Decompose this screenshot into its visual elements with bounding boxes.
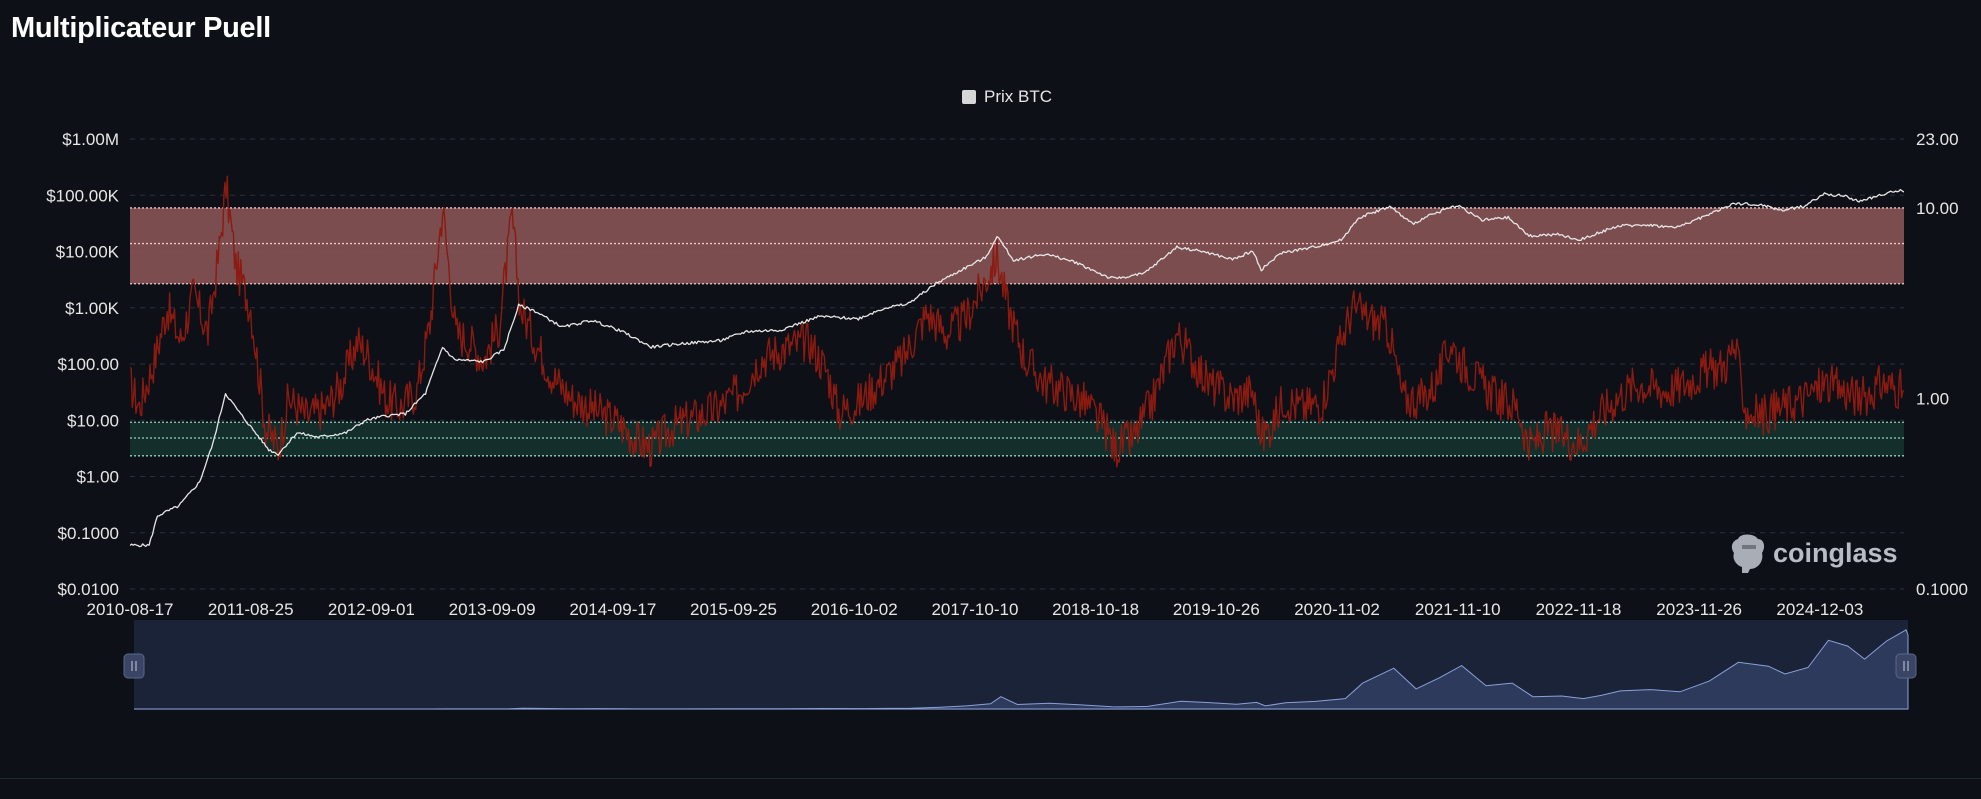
legend-label: Prix BTC — [984, 87, 1052, 106]
left-axis-tick-label: $1.00K — [65, 299, 120, 318]
right-axis-tick-label: 10.00 — [1916, 199, 1959, 218]
threshold-bands — [130, 207, 1904, 457]
left-axis-tick-label: $100.00K — [46, 186, 119, 205]
series-layer — [130, 175, 1904, 548]
series-btc-price-line — [130, 188, 1904, 548]
navigator-handle-right[interactable] — [1895, 653, 1917, 679]
x-axis-tick-label: 2023-11-26 — [1656, 600, 1742, 619]
x-axis-tick-label: 2020-11-02 — [1294, 600, 1380, 619]
navigator-handle-left[interactable] — [123, 653, 145, 679]
right-axis-tick-label: 1.00 — [1916, 389, 1949, 408]
left-axis-tick-label: $1.00 — [76, 468, 119, 487]
x-axis-tick-label: 2013-09-09 — [449, 600, 536, 619]
band-overheated — [130, 207, 1904, 284]
right-axis-tick-label: 0.1000 — [1916, 580, 1968, 599]
range-navigator[interactable] — [123, 620, 1917, 710]
left-axis-tick-label: $100.00 — [58, 355, 119, 374]
x-axis-tick-label: 2019-10-26 — [1173, 600, 1260, 619]
series-puell-multiple-line — [130, 175, 1904, 468]
right-axis-tick-label: 23.00 — [1916, 130, 1959, 149]
footer-divider — [0, 778, 1981, 779]
x-axis-tick-label: 2012-09-01 — [328, 600, 415, 619]
x-axis-tick-label: 2016-10-02 — [811, 600, 898, 619]
chart-gridlines — [130, 138, 1904, 590]
legend-item-btc-price[interactable]: Prix BTC — [962, 87, 1052, 107]
left-axis-tick-label: $0.0100 — [58, 580, 119, 599]
x-axis: 2010-08-17 2011-08-25 2012-09-01 2013-09-09… — [87, 600, 1864, 619]
left-axis-tick-label: $10.00K — [56, 243, 120, 262]
legend-swatch — [962, 90, 976, 104]
navigator-area — [134, 629, 1909, 710]
x-axis-tick-label: 2021-11-10 — [1415, 600, 1501, 619]
page-title: Multiplicateur Puell — [11, 12, 271, 44]
left-axis-tick-label: $10.00 — [67, 411, 119, 430]
left-axis-tick-label: $1.00M — [62, 130, 119, 149]
x-axis-tick-label: 2014-09-17 — [569, 600, 656, 619]
x-axis-tick-label: 2022-11-18 — [1536, 600, 1622, 619]
coinglass-watermark: coinglass — [1731, 534, 1898, 573]
x-axis-tick-label: 2024-12-03 — [1776, 600, 1863, 619]
x-axis-tick-label: 2011-08-25 — [208, 600, 294, 619]
coinglass-logo-icon — [1731, 534, 1765, 573]
left-axis-tick-label: $0.1000 — [58, 524, 119, 543]
x-axis-tick-label: 2017-10-10 — [931, 600, 1018, 619]
x-axis-tick-label: 2010-08-17 — [87, 600, 174, 619]
band-undervalued — [130, 422, 1904, 456]
left-axis: $1.00M $100.00K $10.00K $1.00K $100.00 $10.00… — [46, 130, 119, 599]
right-axis: 23.00 10.00 1.00 0.1000 — [1916, 130, 1968, 599]
x-axis-tick-label: 2018-10-18 — [1052, 600, 1139, 619]
x-axis-tick-label: 2015-09-25 — [690, 600, 777, 619]
watermark-text: coinglass — [1773, 538, 1898, 568]
